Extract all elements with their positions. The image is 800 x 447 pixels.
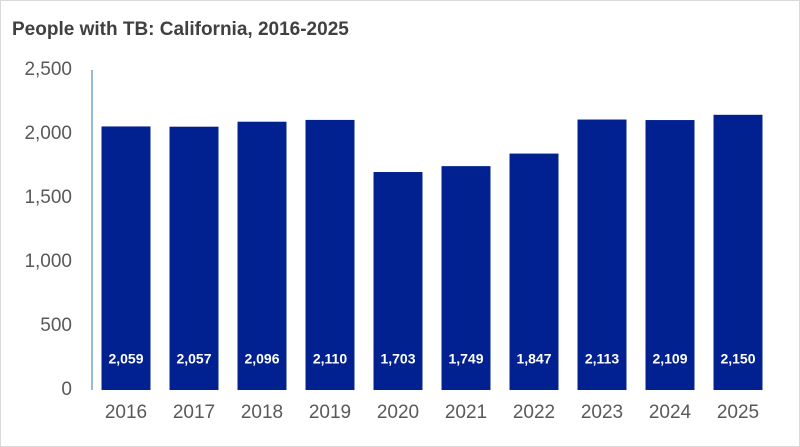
bar bbox=[645, 120, 695, 390]
y-tick-label: 0 bbox=[61, 379, 72, 400]
y-tick-label: 1,500 bbox=[24, 187, 72, 208]
data-label: 2,113 bbox=[585, 351, 619, 367]
data-label: 2,109 bbox=[652, 351, 687, 367]
data-label: 2,110 bbox=[313, 351, 347, 367]
data-label: 2,057 bbox=[176, 351, 211, 367]
y-tick-label: 1,000 bbox=[24, 251, 72, 272]
x-tick-label: 2016 bbox=[105, 402, 147, 423]
x-tick-label: 2024 bbox=[649, 402, 692, 423]
bar bbox=[713, 114, 763, 391]
x-tick-label: 2020 bbox=[377, 402, 419, 423]
bar bbox=[305, 119, 355, 391]
x-tick-label: 2023 bbox=[581, 402, 623, 423]
x-tick-label: 2021 bbox=[445, 402, 487, 423]
data-label: 2,096 bbox=[244, 351, 279, 367]
x-tick-label: 2022 bbox=[513, 402, 555, 423]
x-tick-label: 2017 bbox=[173, 402, 215, 423]
chart-title: People with TB: California, 2016-2025 bbox=[12, 19, 349, 40]
bar bbox=[373, 172, 423, 390]
bar bbox=[441, 166, 491, 390]
y-tick-label: 2,500 bbox=[24, 59, 72, 80]
y-tick-label: 2,000 bbox=[24, 123, 72, 144]
data-label: 1,703 bbox=[380, 351, 415, 367]
bar bbox=[509, 153, 559, 390]
x-tick-label: 2018 bbox=[241, 402, 283, 423]
bar bbox=[577, 119, 627, 390]
bar bbox=[237, 121, 287, 390]
data-label: 1,749 bbox=[448, 351, 483, 367]
y-tick-label: 500 bbox=[40, 315, 72, 336]
x-tick-label: 2019 bbox=[309, 402, 351, 423]
bar bbox=[101, 126, 151, 390]
data-label: 1,847 bbox=[516, 351, 551, 367]
data-label: 2,059 bbox=[108, 351, 143, 367]
bar bbox=[169, 126, 219, 390]
x-tick-label: 2025 bbox=[717, 402, 759, 423]
data-label: 2,150 bbox=[720, 351, 755, 367]
